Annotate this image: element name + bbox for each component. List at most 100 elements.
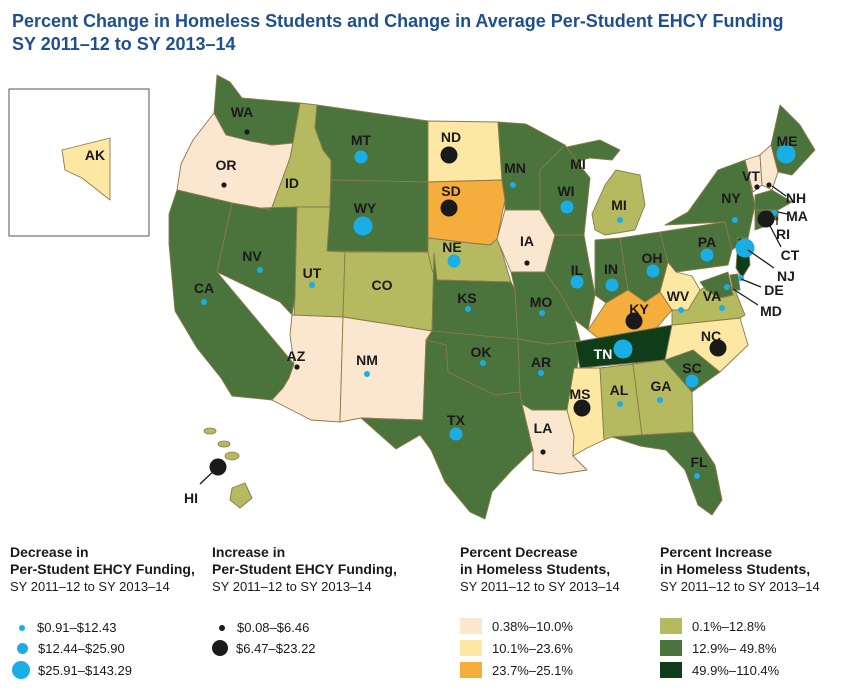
state-label-wa: WA — [231, 104, 254, 120]
funding-dot-fl — [694, 473, 700, 479]
funding-dot-wa — [244, 129, 250, 135]
legend-item: $6.47–$23.22 — [212, 640, 316, 656]
state-label-va: VA — [703, 288, 721, 304]
state-shape-ne — [427, 237, 512, 283]
legend-item-label: $6.47–$23.22 — [236, 640, 316, 656]
state-label-nc: NC — [701, 328, 721, 344]
funding-dot-sc — [685, 374, 699, 388]
legend-heading: Per-Student EHCY Funding, — [212, 561, 397, 577]
state-shape-pa — [659, 221, 733, 273]
funding-dot-ms — [573, 399, 591, 417]
state-label-sd: SD — [441, 183, 460, 199]
title-line-2: SY 2011–12 to SY 2013–14 — [12, 34, 236, 54]
state-label-ny: NY — [721, 190, 741, 206]
state-label-mi-upper: MI — [570, 156, 586, 172]
state-label-co: CO — [372, 277, 393, 293]
small-blue-dot-icon — [19, 624, 25, 631]
legend-item: 0.38%–10.0% — [460, 618, 573, 634]
large-blue-dot-icon — [12, 661, 30, 679]
leader-line-ct — [767, 221, 782, 248]
state-label-ri: RI — [776, 226, 790, 242]
state-label-nd: ND — [441, 129, 461, 145]
funding-dot-ca — [201, 299, 207, 305]
funding-dot-az — [294, 364, 300, 370]
hawaii-island-2 — [217, 440, 231, 448]
hawaii-island-1 — [203, 427, 217, 435]
funding-dot-sd — [440, 199, 458, 217]
funding-dot-la — [540, 449, 546, 455]
legend-item-label: $12.44–$25.90 — [38, 641, 125, 656]
funding-dot-or — [221, 182, 227, 188]
legend-subheading: SY 2011–12 to SY 2013–14 — [212, 579, 372, 594]
legend-heading: Increase in — [212, 544, 286, 560]
state-label-fl: FL — [690, 454, 708, 470]
state-label-oh: OH — [642, 250, 663, 266]
legend-item: 0.1%–12.8% — [660, 618, 766, 634]
state-label-or: OR — [216, 157, 237, 173]
state-label-mo: MO — [530, 294, 553, 310]
dark-green-swatch — [660, 662, 682, 678]
state-label-in: IN — [604, 261, 618, 277]
funding-dot-ar — [538, 370, 544, 376]
funding-dot-mt — [354, 150, 368, 164]
state-label-ok: OK — [471, 344, 492, 360]
state-shape-wi — [539, 144, 591, 236]
state-shape-mi — [591, 169, 646, 236]
funding-dot-wv — [678, 307, 684, 313]
funding-dot-ky — [625, 312, 643, 330]
state-label-wv: WV — [667, 288, 690, 304]
funding-dot-ct — [757, 210, 775, 228]
state-label-ia: IA — [520, 233, 534, 249]
leader-line-hi — [199, 466, 219, 485]
state-label-wy: WY — [354, 200, 377, 216]
state-label-tn: TN — [594, 346, 613, 362]
legend-item: 10.1%–23.6% — [460, 640, 573, 656]
map-title: Percent Change in Homeless Students and … — [12, 10, 783, 56]
leader-line-md — [732, 288, 759, 306]
funding-dot-pa — [700, 248, 714, 262]
state-shape-wy — [326, 179, 429, 253]
legend-heading: Per-Student EHCY Funding, — [10, 561, 195, 577]
state-label-mn: MN — [504, 160, 526, 176]
legend-subheading: SY 2011–12 to SY 2013–14 — [460, 579, 620, 594]
funding-dot-nm — [364, 371, 370, 377]
funding-dot-mi — [617, 217, 623, 223]
funding-dot-mn — [510, 182, 516, 188]
leader-line-de — [740, 278, 762, 288]
state-shape-sd — [427, 179, 506, 246]
state-label-md: MD — [760, 303, 782, 319]
funding-dot-nj — [735, 238, 755, 258]
state-label-nh: NH — [786, 190, 806, 206]
light-peach-swatch — [460, 618, 482, 634]
legend-item: 49.9%–110.4% — [660, 662, 779, 678]
legend-heading: Decrease in — [10, 544, 89, 560]
state-label-il: IL — [571, 262, 584, 278]
state-label-al: AL — [610, 382, 629, 398]
legend-heading: Percent Decrease — [460, 544, 578, 560]
leader-line-ma — [777, 211, 788, 215]
state-label-ma: MA — [786, 208, 808, 224]
state-label-ar: AR — [531, 354, 551, 370]
legend-item-label: 23.7%–25.1% — [492, 662, 573, 678]
state-label-az: AZ — [287, 348, 306, 364]
small-black-dot-icon — [219, 624, 225, 631]
legend-item-label: 12.9%– 49.8% — [692, 640, 777, 656]
state-shape-nh — [759, 144, 779, 191]
legend-funding-increase: Increase in Per-Student EHCY Funding, SY… — [212, 544, 397, 595]
funding-dot-ny — [732, 217, 738, 223]
legend-funding-decrease: Decrease in Per-Student EHCY Funding, SY… — [10, 544, 195, 595]
funding-dot-tn — [613, 339, 633, 359]
state-label-ct: CT — [781, 247, 800, 263]
state-label-vt: VT — [742, 168, 760, 184]
funding-dot-vt — [754, 184, 760, 190]
state-shape-ma — [754, 189, 793, 211]
funding-dot-ia — [524, 260, 530, 266]
state-label-me: ME — [777, 133, 798, 149]
state-shape-tx — [360, 339, 534, 520]
state-label-id: ID — [285, 175, 299, 191]
legend-item-label: 0.1%–12.8% — [692, 618, 766, 634]
funding-dot-nh — [766, 182, 772, 188]
state-label-de: DE — [764, 282, 783, 298]
state-label-ak: AK — [85, 147, 105, 163]
state-label-tx: TX — [447, 412, 466, 428]
